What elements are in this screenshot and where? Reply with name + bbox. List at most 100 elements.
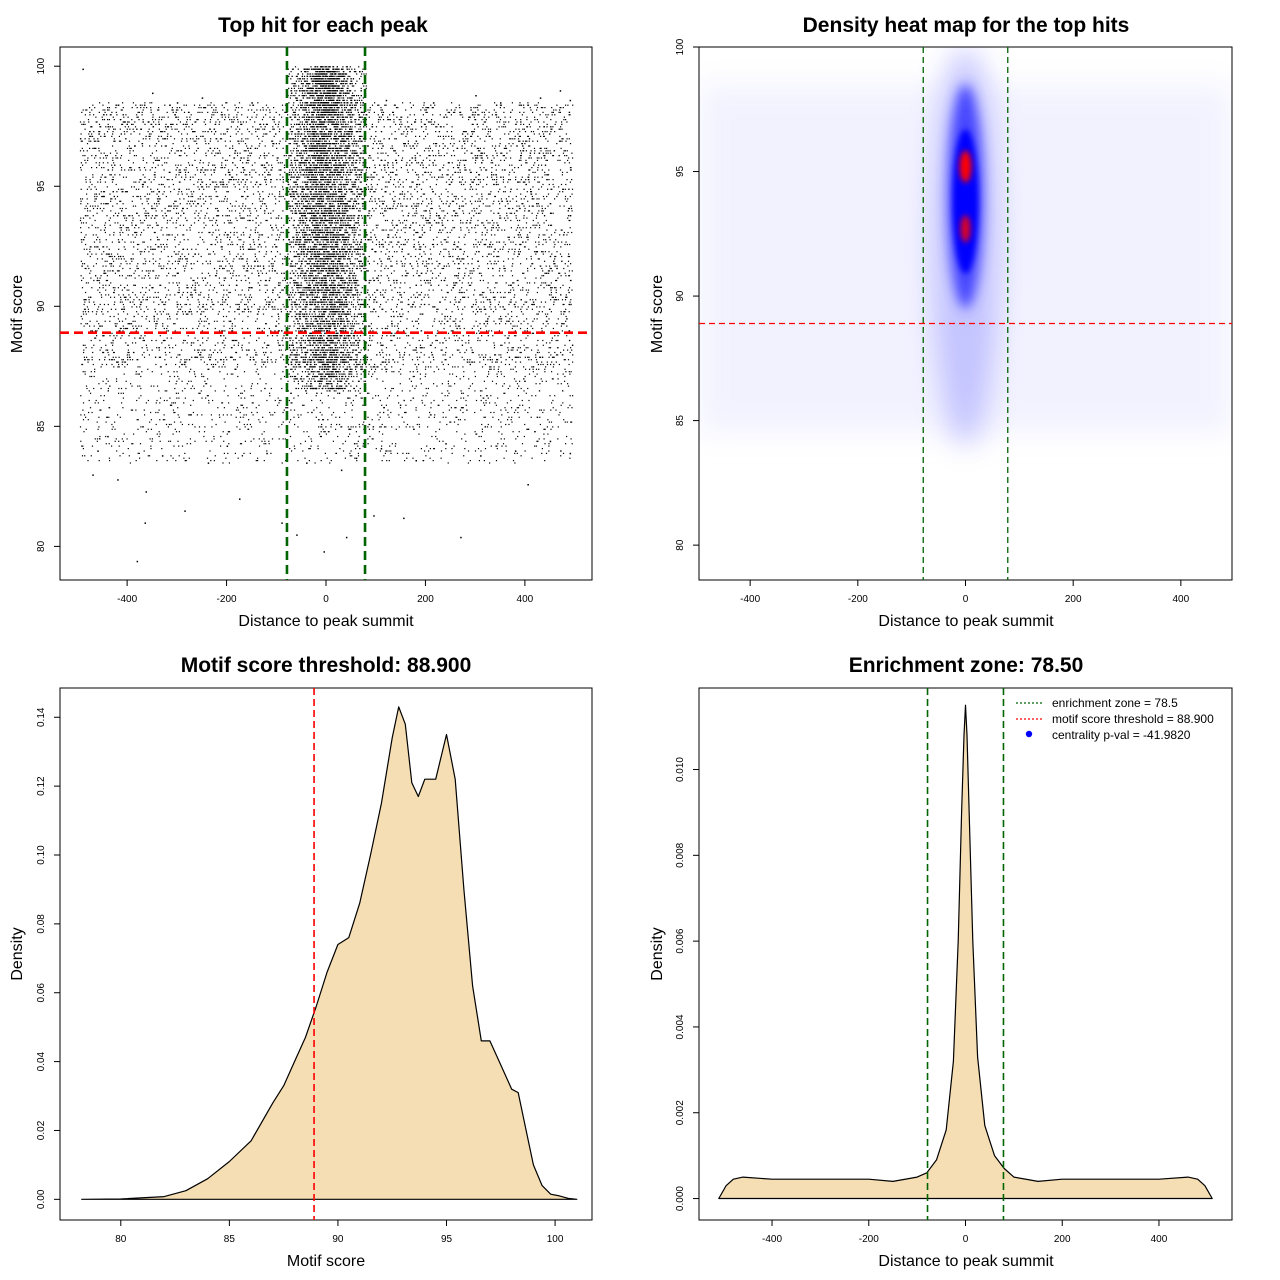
scatter-point [125,207,127,210]
scatter-point [504,169,506,171]
scatter-point [180,140,183,142]
scatter-point [402,186,404,188]
scatter-point [414,171,417,173]
scatter-point [79,121,82,123]
scatter-point [226,200,228,202]
scatter-point [229,119,231,121]
scatter-point [156,313,158,315]
scatter-point [375,131,377,133]
scatter-point [420,347,422,349]
scatter-point [545,219,547,222]
scatter-point [422,181,424,183]
scatter-point [474,114,476,116]
scatter-point [124,191,127,193]
scatter-point [413,246,415,248]
scatter-point [103,191,106,193]
scatter-point [80,222,83,224]
scatter-point [535,241,537,243]
scatter-point [265,179,267,181]
scatter-point [88,299,90,301]
scatter-point [562,152,565,154]
scatter-point [114,174,116,176]
scatter-point [559,253,562,255]
scatter-point [267,335,269,337]
scatter-point [425,265,428,267]
scatter-point [385,311,387,313]
scatter-point [265,366,267,368]
scatter-point [401,301,403,303]
scatter-point [500,152,502,154]
scatter-point [547,174,550,176]
scatter-point [186,119,188,121]
scatter-point [112,356,114,358]
scatter-point [527,210,530,212]
scatter-point [329,344,331,346]
scatter-point [481,111,483,113]
scatter-point [355,243,357,246]
scatter-point [159,258,161,260]
scatter-point [396,205,398,207]
scatter-point [447,169,449,171]
scatter-point [215,152,217,154]
scatter-point [499,143,501,145]
scatter-point [156,320,158,322]
scatter-point [174,260,176,262]
scatter-point [279,344,281,346]
scatter-point [520,123,522,125]
scatter-point [203,222,205,224]
scatter-point [305,198,307,200]
scatter-point [269,277,271,279]
scatter-point [510,188,512,190]
scatter-point [257,282,259,284]
scatter-point [562,234,565,236]
scatter-point [437,265,439,267]
scatter-point [158,239,160,241]
scatter-point [260,207,262,210]
scatter-point [110,198,112,200]
scatter-point [185,265,187,267]
scatter-point [121,275,123,277]
scatter-point [89,255,91,258]
scatter-point [220,241,222,243]
scatter-point [335,179,337,181]
scatter-point [359,260,361,262]
scatter-point [87,282,89,284]
scatter-point [256,114,258,116]
scatter-point [418,176,420,178]
scatter-point [502,176,504,178]
scatter-point [490,303,492,306]
scatter-point [365,279,367,282]
scatter-point [555,299,557,301]
scatter-point [180,164,182,166]
scatter-point [274,330,276,332]
scatter-point [213,320,216,322]
scatter-point [244,143,247,145]
scatter-point [115,111,117,113]
scatter-point [297,282,299,284]
scatter-point [274,195,276,198]
scatter-point [357,363,359,366]
scatter-point [545,138,547,140]
scatter-point [377,263,379,265]
scatter-point [471,227,473,229]
scatter-point [347,179,349,181]
scatter-point [332,289,334,291]
scatter-point [91,183,93,186]
scatter-point [534,171,536,173]
scatter-point [500,361,502,363]
scatter-point [412,303,414,306]
scatter-point [293,219,295,222]
scatter-point [360,176,363,178]
scatter-point [355,159,357,161]
scatter-point [568,111,571,113]
scatter-point [417,198,419,200]
scatter-point [526,116,528,118]
scatter-point [131,169,133,171]
scatter-point [210,174,213,176]
scatter-point [274,243,276,246]
scatter-point [463,296,465,298]
scatter-point [89,217,91,219]
scatter-point [432,306,434,308]
scatter-point [471,272,473,274]
scatter-point [190,195,192,198]
